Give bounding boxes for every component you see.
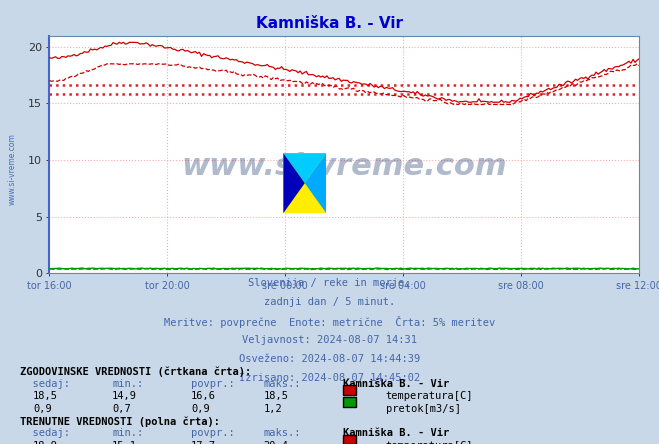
Text: 0,9: 0,9: [33, 404, 51, 414]
Text: 0,9: 0,9: [191, 404, 210, 414]
Text: TRENUTNE VREDNOSTI (polna črta):: TRENUTNE VREDNOSTI (polna črta):: [20, 416, 219, 427]
Text: min.:: min.:: [112, 379, 143, 389]
Polygon shape: [283, 153, 304, 213]
Text: 1,2: 1,2: [264, 404, 282, 414]
Text: sedaj:: sedaj:: [20, 428, 70, 439]
Text: Kamniška B. - Vir: Kamniška B. - Vir: [256, 16, 403, 31]
Text: povpr.:: povpr.:: [191, 428, 235, 439]
Text: Slovenija / reke in morje.: Slovenija / reke in morje.: [248, 278, 411, 288]
Text: 15,1: 15,1: [112, 441, 137, 444]
Text: Izrisano: 2024-08-07 14:45:02: Izrisano: 2024-08-07 14:45:02: [239, 373, 420, 383]
Text: www.si-vreme.com: www.si-vreme.com: [8, 133, 17, 205]
Text: Osveženo: 2024-08-07 14:44:39: Osveženo: 2024-08-07 14:44:39: [239, 354, 420, 364]
Polygon shape: [283, 153, 326, 183]
Text: 17,7: 17,7: [191, 441, 216, 444]
Text: zadnji dan / 5 minut.: zadnji dan / 5 minut.: [264, 297, 395, 307]
Text: temperatura[C]: temperatura[C]: [386, 441, 473, 444]
Text: ZGODOVINSKE VREDNOSTI (črtkana črta):: ZGODOVINSKE VREDNOSTI (črtkana črta):: [20, 366, 251, 377]
Text: Veljavnost: 2024-08-07 14:31: Veljavnost: 2024-08-07 14:31: [242, 335, 417, 345]
Text: 0,7: 0,7: [112, 404, 130, 414]
Text: Meritve: povprečne  Enote: metrične  Črta: 5% meritev: Meritve: povprečne Enote: metrične Črta:…: [164, 316, 495, 328]
Text: 20,4: 20,4: [264, 441, 289, 444]
Text: 18,9: 18,9: [33, 441, 58, 444]
Text: min.:: min.:: [112, 428, 143, 439]
Polygon shape: [283, 153, 326, 213]
Text: 18,5: 18,5: [33, 391, 58, 401]
Text: povpr.:: povpr.:: [191, 379, 235, 389]
Text: maks.:: maks.:: [264, 428, 301, 439]
Text: Kamniška B. - Vir: Kamniška B. - Vir: [343, 379, 449, 389]
Text: 18,5: 18,5: [264, 391, 289, 401]
Polygon shape: [304, 153, 326, 213]
Text: temperatura[C]: temperatura[C]: [386, 391, 473, 401]
Text: pretok[m3/s]: pretok[m3/s]: [386, 404, 461, 414]
Text: sedaj:: sedaj:: [20, 379, 70, 389]
Text: www.si-vreme.com: www.si-vreme.com: [181, 152, 507, 181]
Text: Kamniška B. - Vir: Kamniška B. - Vir: [343, 428, 449, 439]
Text: 14,9: 14,9: [112, 391, 137, 401]
Text: maks.:: maks.:: [264, 379, 301, 389]
Text: 16,6: 16,6: [191, 391, 216, 401]
